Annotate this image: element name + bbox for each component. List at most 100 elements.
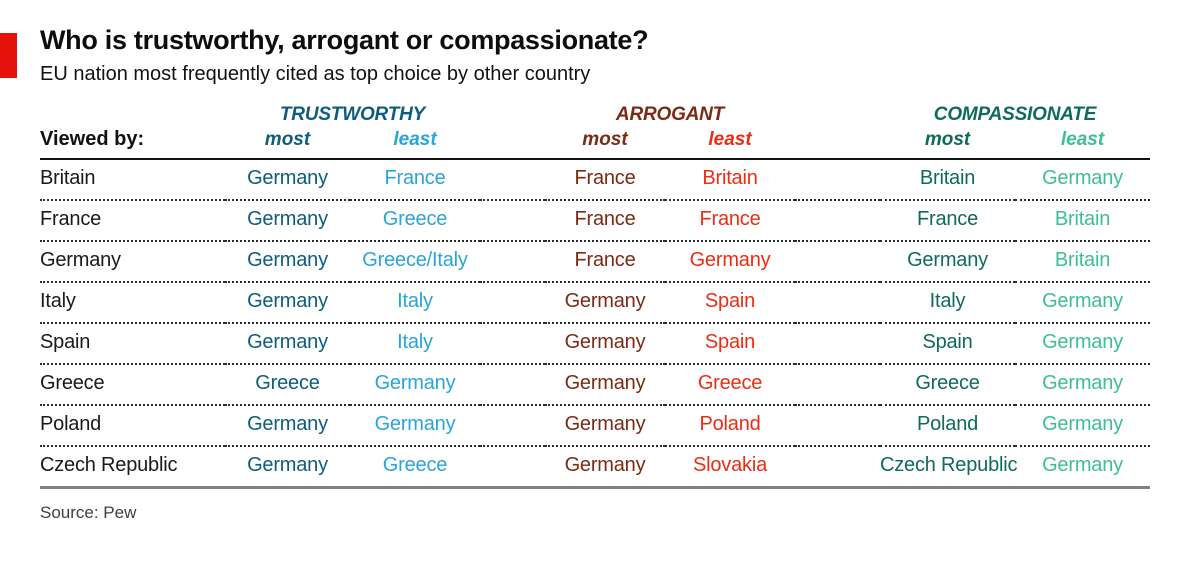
cell-trustworthy-least: Greece: [382, 208, 448, 230]
spacer-cell: [795, 200, 880, 241]
spacer-cell: [795, 323, 880, 364]
cell-arrogant-least: Spain: [704, 331, 756, 353]
cell-trustworthy-most: Germany: [247, 290, 328, 312]
cell-compassionate-least: Germany: [1042, 167, 1123, 189]
header-trustworthy-most: most: [225, 126, 350, 160]
cell-compassionate-least: Germany: [1042, 290, 1123, 312]
header-arrogant-least: least: [665, 126, 796, 160]
cell-trustworthy-least: Germany: [374, 372, 456, 394]
cell-trustworthy-least: Greece/Italy: [362, 249, 468, 271]
table-row: Germany Germany Greece/Italy France Germ…: [40, 241, 1151, 282]
data-table: TRUSTWORTHY ARROGANT COMPASSIONATE Viewe…: [40, 101, 1151, 489]
cell-compassionate-least: Britain: [1054, 249, 1111, 271]
table-row: France Germany Greece France France Fran…: [40, 200, 1151, 241]
cell-trustworthy-least: Italy: [397, 290, 433, 312]
cell-arrogant-most: Germany: [564, 331, 646, 353]
cell-arrogant-most: Germany: [564, 372, 646, 394]
spacer-cell: [795, 126, 881, 160]
spacer-cell: [795, 282, 880, 323]
spacer-cell: [480, 126, 545, 160]
header-trustworthy-least: least: [350, 126, 480, 160]
spacer-cell: [480, 364, 545, 405]
accent-bar: [0, 33, 17, 78]
spacer-cell: [795, 364, 880, 405]
header-compassionate-most: most: [880, 126, 1016, 160]
cell-trustworthy-most: Germany: [247, 454, 328, 476]
cell-arrogant-most: France: [574, 208, 636, 230]
page-subtitle: EU nation most frequently cited as top c…: [40, 63, 591, 85]
spacer-cell: [480, 101, 545, 126]
spacer-cell: [40, 101, 225, 126]
cell-trustworthy-least: Greece: [382, 454, 448, 476]
cell-arrogant-least: Poland: [699, 413, 761, 435]
cell-arrogant-least: Slovakia: [693, 454, 767, 476]
row-label: France: [40, 208, 102, 230]
cell-trustworthy-most: Greece: [255, 372, 320, 394]
table-row: Britain Germany France France Britain Br…: [40, 159, 1151, 200]
table-row: Spain Germany Italy Germany Spain Spain …: [40, 323, 1151, 364]
page-title: Who is trustworthy, arrogant or compassi…: [40, 25, 649, 55]
subcolumn-header-row: Viewed by: most least most least most le…: [40, 126, 1151, 160]
spacer-cell: [795, 241, 880, 282]
spacer-cell: [480, 282, 545, 323]
cell-arrogant-most: Germany: [564, 290, 646, 312]
cell-trustworthy-least: Germany: [374, 413, 456, 435]
cell-arrogant-most: Germany: [564, 413, 646, 435]
header-arrogant-most: most: [545, 126, 665, 160]
spacer-cell: [480, 159, 545, 200]
table-row: Czech Republic Germany Greece Germany Sl…: [40, 446, 1151, 488]
cell-arrogant-least: France: [699, 208, 761, 230]
spacer-cell: [795, 159, 880, 200]
spacer-cell: [480, 323, 545, 364]
cell-compassionate-least: Britain: [1054, 208, 1111, 230]
infographic: Who is trustworthy, arrogant or compassi…: [40, 25, 1151, 523]
row-label: Germany: [40, 249, 121, 271]
cell-arrogant-least: Germany: [689, 249, 771, 271]
cell-compassionate-most: Italy: [929, 290, 966, 312]
cell-arrogant-least: Spain: [704, 290, 756, 312]
cell-compassionate-most: Germany: [907, 249, 988, 271]
cell-compassionate-most: Greece: [915, 372, 980, 394]
cell-compassionate-most: France: [916, 208, 979, 230]
row-label: Poland: [40, 413, 102, 435]
cell-trustworthy-most: Germany: [247, 167, 328, 189]
cell-compassionate-most: Britain: [919, 167, 976, 189]
cell-arrogant-least: Greece: [697, 372, 763, 394]
column-group-compassionate: COMPASSIONATE: [933, 104, 1097, 125]
source-note: Source: Pew: [40, 503, 137, 522]
spacer-cell: [795, 405, 880, 446]
cell-trustworthy-least: Italy: [397, 331, 433, 353]
cell-trustworthy-most: Germany: [247, 413, 328, 435]
cell-arrogant-most: France: [574, 249, 636, 271]
cell-compassionate-least: Germany: [1042, 413, 1123, 435]
header-compassionate-least: least: [1015, 126, 1151, 160]
cell-trustworthy-least: France: [384, 167, 446, 189]
spacer-cell: [480, 200, 545, 241]
cell-compassionate-most: Czech Republic: [880, 454, 1018, 476]
cell-compassionate-most: Spain: [922, 331, 973, 353]
viewed-by-header: Viewed by:: [40, 126, 225, 160]
table-row: Poland Germany Germany Germany Poland Po…: [40, 405, 1151, 446]
column-group-arrogant: ARROGANT: [615, 104, 725, 125]
column-group-trustworthy: TRUSTWORTHY: [279, 104, 426, 125]
cell-arrogant-most: Germany: [564, 454, 646, 476]
row-label: Spain: [40, 331, 91, 353]
spacer-cell: [795, 446, 880, 488]
row-label: Italy: [40, 290, 76, 312]
cell-arrogant-most: France: [574, 167, 636, 189]
cell-trustworthy-most: Germany: [247, 249, 328, 271]
row-label: Czech Republic: [40, 454, 178, 476]
spacer-cell: [480, 405, 545, 446]
cell-compassionate-least: Germany: [1042, 372, 1123, 394]
spacer-cell: [480, 446, 545, 488]
cell-arrogant-least: Britain: [702, 167, 758, 189]
cell-compassionate-most: Poland: [916, 413, 979, 435]
table-row: Greece Greece Germany Germany Greece Gre…: [40, 364, 1151, 405]
cell-compassionate-least: Germany: [1042, 331, 1123, 353]
spacer-cell: [795, 101, 880, 126]
cell-trustworthy-most: Germany: [247, 208, 328, 230]
cell-trustworthy-most: Germany: [247, 331, 328, 353]
spacer-cell: [480, 241, 545, 282]
table-row: Italy Germany Italy Germany Spain Italy …: [40, 282, 1151, 323]
cell-compassionate-least: Germany: [1042, 454, 1123, 476]
